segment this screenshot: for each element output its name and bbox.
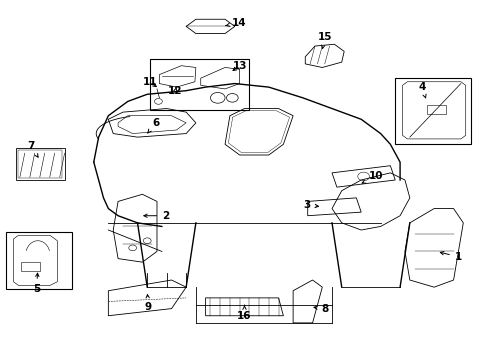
Text: 3: 3 [303, 200, 318, 210]
Text: 1: 1 [439, 252, 461, 262]
Text: 8: 8 [313, 303, 327, 314]
Text: 7: 7 [27, 141, 38, 157]
Bar [6, 232, 72, 289]
Text: 10: 10 [362, 171, 382, 183]
Bar [16, 148, 64, 180]
Bar [21, 262, 40, 271]
Text: 2: 2 [143, 211, 169, 221]
Text: 5: 5 [33, 273, 40, 294]
Bar [394, 78, 469, 144]
Text: 12: 12 [168, 86, 183, 96]
Text: 9: 9 [144, 294, 151, 312]
Text: 6: 6 [147, 118, 159, 133]
Bar [149, 59, 249, 111]
Bar [426, 105, 446, 114]
Bar [19, 150, 62, 178]
Text: 14: 14 [225, 18, 245, 28]
Text: 15: 15 [317, 32, 331, 49]
Text: 4: 4 [417, 82, 425, 98]
Text: 16: 16 [237, 305, 251, 321]
Text: 13: 13 [232, 61, 246, 71]
Text: 11: 11 [142, 77, 157, 87]
